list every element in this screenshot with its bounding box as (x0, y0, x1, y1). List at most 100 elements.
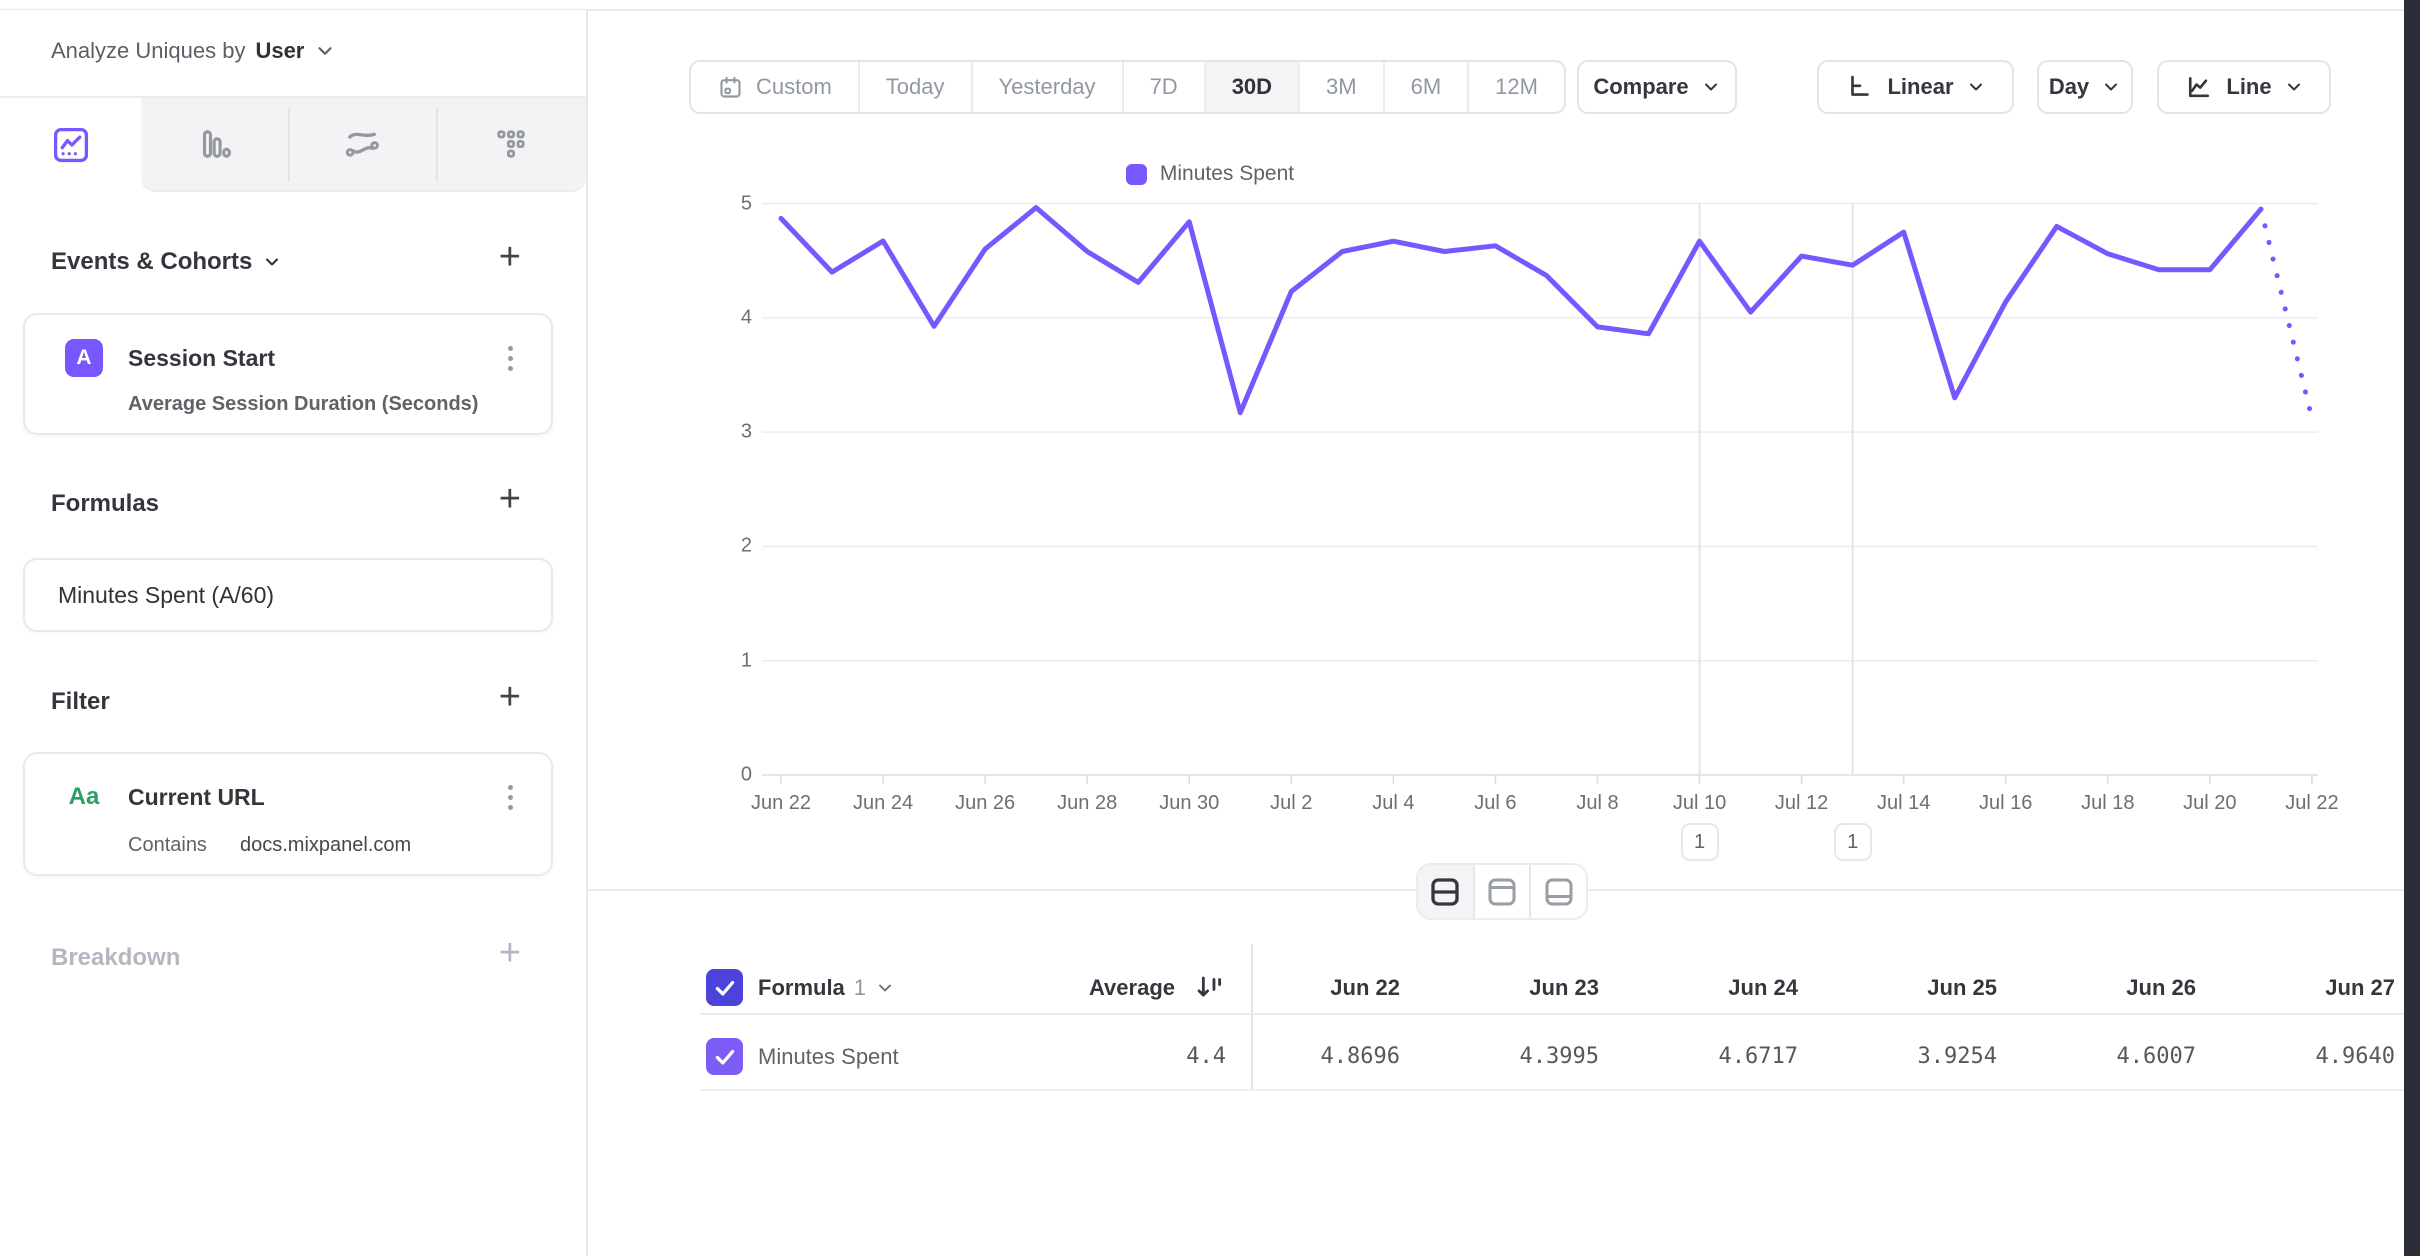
x-axis-label-jun-22: Jun 22 (750, 792, 812, 814)
date-column-header-jun-25[interactable]: Jun 25 (1927, 975, 1997, 1000)
formula-header-cell[interactable]: Formula 1 (758, 975, 895, 1001)
tab-funnels[interactable] (141, 98, 288, 192)
formulas-title: Formulas (51, 490, 160, 517)
x-axis-label-jul-22: Jul 22 (2285, 792, 2339, 814)
analyze-label: Analyze Uniques by (51, 38, 246, 63)
formulas-header: Formulas + (51, 480, 531, 518)
annotation-badge-jul-13[interactable]: 1 (1833, 823, 1872, 861)
breakdown-header: Breakdown + (51, 934, 531, 972)
x-axis-label-jul-14: Jul 14 (1876, 792, 1931, 814)
series-line-incomplete-segment (2258, 206, 2315, 421)
formula-index: 1 (853, 975, 867, 1000)
line-chart-icon (2189, 76, 2210, 98)
event-kebab-menu[interactable] (500, 342, 521, 375)
date-column-header-jun-26[interactable]: Jun 26 (2126, 975, 2196, 1000)
chevron-down-icon (1969, 83, 1982, 91)
tab-more-reports[interactable] (436, 98, 586, 192)
series-name-cell[interactable]: Minutes Spent (758, 1044, 899, 1069)
x-axis-label-jul-2: Jul 2 (1270, 792, 1313, 814)
tab-flows[interactable] (288, 98, 436, 192)
chevron-down-icon (2105, 83, 2118, 91)
filter-property-name[interactable]: Current URL (128, 783, 265, 810)
date-column-header-jun-27[interactable]: Jun 27 (2325, 975, 2395, 1000)
insights-line-chart-icon (53, 127, 88, 163)
date-range-6m[interactable]: 6M (1385, 62, 1470, 112)
x-axis-label-jul-4: Jul 4 (1372, 792, 1415, 814)
x-axis-label-jul-6: Jul 6 (1474, 792, 1517, 814)
layout-split-view-button[interactable] (1418, 865, 1475, 918)
interval-day-button[interactable]: Day (2037, 60, 2133, 114)
chart-type-line-button[interactable]: Line (2157, 60, 2331, 114)
date-range-custom[interactable]: Custom (691, 62, 860, 112)
add-event-button[interactable]: + (498, 236, 521, 278)
date-range-yesterday[interactable]: Yesterday (973, 62, 1124, 112)
window-edge-panel (2404, 0, 2420, 1256)
filter-card-current-url[interactable]: Aa Current URL Contains docs.mixpanel.co… (23, 752, 553, 876)
average-column-header[interactable]: Average (1088, 975, 1175, 1000)
chevron-down-icon (266, 258, 279, 266)
x-axis-label-jul-10: Jul 10 (1672, 792, 1727, 814)
date-range-3m[interactable]: 3M (1300, 62, 1385, 112)
y-axis-label-4: 4 (740, 306, 752, 329)
bar-chart-icon (202, 130, 231, 158)
analyze-uniques-row: Analyze Uniques by User (51, 38, 336, 64)
linear-axis-icon (1851, 75, 1870, 96)
tab-insights[interactable] (0, 98, 141, 192)
x-axis-label-jul-8: Jul 8 (1576, 792, 1619, 814)
annotation-badge-jul-10[interactable]: 1 (1680, 823, 1719, 861)
scale-linear-button[interactable]: Linear (1817, 60, 2014, 114)
chart-only-icon (1488, 878, 1516, 905)
add-breakdown-button[interactable]: + (498, 932, 521, 974)
event-name[interactable]: Session Start (128, 344, 275, 371)
events-cohorts-title[interactable]: Events & Cohorts (51, 248, 282, 276)
tab-separator (436, 108, 438, 182)
filter-kebab-menu[interactable] (500, 781, 521, 814)
date-range-today[interactable]: Today (860, 62, 973, 112)
table-column-divider (1251, 944, 1253, 1090)
sort-descending-icon[interactable] (1192, 971, 1226, 1005)
line-chart[interactable] (730, 190, 2350, 830)
analyze-value-dropdown[interactable]: User (255, 38, 305, 63)
formula-name[interactable]: Minutes Spent (A/60) (58, 582, 275, 608)
select-all-checkbox[interactable] (706, 969, 743, 1006)
date-range-30d[interactable]: 30D (1205, 62, 1301, 112)
breakdown-title: Breakdown (51, 944, 181, 971)
chevron-down-icon[interactable] (314, 40, 336, 62)
x-axis-label-jun-30: Jun 30 (1159, 792, 1220, 814)
add-filter-button[interactable]: + (498, 676, 521, 718)
value-cell-jun-24: 4.6717 (1718, 1044, 1798, 1069)
filter-operator[interactable]: Contains (128, 834, 207, 856)
date-column-header-jun-23[interactable]: Jun 23 (1529, 975, 1599, 1000)
layout-table-only-button[interactable] (1531, 865, 1586, 918)
date-column-header-jun-24[interactable]: Jun 24 (1728, 975, 1798, 1000)
y-axis-label-1: 1 (740, 649, 752, 672)
date-range-7d[interactable]: 7D (1124, 62, 1206, 112)
filter-title: Filter (51, 688, 110, 715)
top-border (0, 9, 2420, 11)
layout-chart-only-button[interactable] (1474, 865, 1532, 918)
string-property-icon: Aa (68, 783, 100, 810)
report-type-tabs (0, 96, 586, 192)
y-axis-label-0: 0 (740, 763, 752, 786)
average-value-cell: 4.4 (1186, 1044, 1226, 1069)
x-axis-label-jul-16: Jul 16 (1979, 792, 2033, 814)
series-line-minutes-spent[interactable] (778, 205, 2264, 416)
calendar-icon (720, 76, 741, 98)
add-formula-button[interactable]: + (498, 478, 521, 520)
legend-label: Minutes Spent (1159, 162, 1295, 185)
series-checkbox[interactable] (706, 1038, 743, 1075)
y-axis-label-5: 5 (740, 192, 752, 214)
y-axis-label-2: 2 (740, 534, 752, 557)
date-column-header-jun-22[interactable]: Jun 22 (1330, 975, 1400, 1000)
date-range-12m[interactable]: 12M (1495, 74, 1538, 99)
compare-button[interactable]: Compare (1577, 60, 1737, 114)
filter-value[interactable]: docs.mixpanel.com (240, 834, 412, 856)
formula-card[interactable]: Minutes Spent (A/60) (23, 558, 553, 632)
flows-icon (345, 132, 379, 157)
layout-toggle (1416, 863, 1588, 920)
event-letter-badge: A (65, 339, 103, 377)
table-header-divider (700, 1013, 2420, 1015)
event-measurement[interactable]: Average Session Duration (Seconds) (128, 393, 479, 415)
event-card-session-start[interactable]: A Session Start Average Session Duration… (23, 313, 553, 435)
